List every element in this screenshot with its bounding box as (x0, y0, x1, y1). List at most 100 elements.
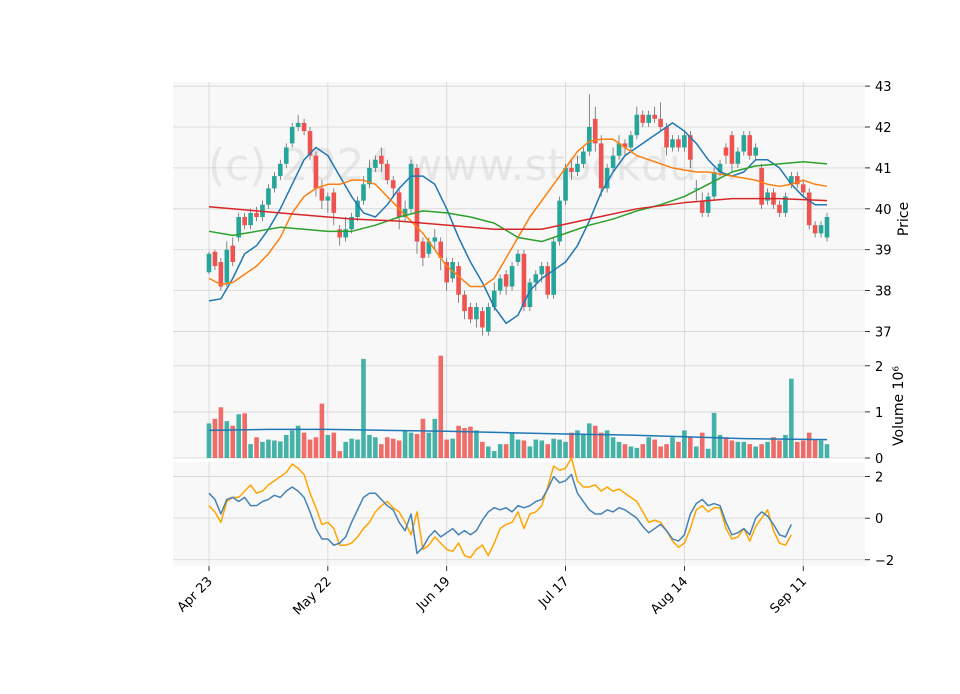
volume-bar (581, 434, 586, 458)
volume-bar (557, 439, 562, 458)
candle-up (741, 135, 747, 152)
volume-bar (794, 441, 800, 458)
candle-up (491, 290, 497, 307)
candle-up (497, 278, 503, 291)
candle-down (438, 241, 444, 258)
volume-bar (676, 441, 681, 458)
candle-up (587, 127, 592, 152)
candle-up (426, 241, 432, 254)
candle-up (432, 237, 438, 242)
volume-bar (402, 430, 408, 458)
candle-down (688, 135, 693, 160)
candle-up (539, 266, 545, 275)
volume-tick-label: 1 (875, 406, 883, 421)
candle-down (521, 253, 527, 307)
price-tick-label: 38 (875, 285, 892, 300)
volume-bar (527, 446, 533, 458)
volume-bar (777, 440, 782, 458)
candle-down (592, 118, 598, 144)
volume-bar (480, 441, 485, 458)
candle-up (705, 196, 711, 213)
candle-up (711, 172, 717, 197)
candle-down (652, 114, 657, 119)
candle-down (468, 307, 473, 320)
volume-bar (367, 434, 372, 458)
candle-up (485, 307, 491, 332)
candle-down (480, 311, 485, 328)
candle-up (361, 184, 366, 201)
candle-down (384, 163, 390, 181)
volume-ma-line (208, 428, 828, 441)
volume-bar (575, 430, 580, 458)
volume-bar (349, 438, 354, 458)
candle-down (337, 229, 343, 238)
volume-bar (248, 444, 253, 458)
candle-down (622, 143, 628, 148)
candle-up (402, 208, 408, 217)
volume-bar (693, 446, 699, 458)
volume-bar (313, 437, 319, 458)
candle-down (444, 262, 449, 283)
candle-down (462, 294, 467, 312)
volume-bar (622, 444, 628, 458)
volume-bar (426, 432, 432, 458)
oscillator-tick-label: −2 (875, 554, 894, 569)
candle-up (408, 163, 414, 209)
candle-up (248, 212, 253, 226)
candle-up (646, 114, 652, 123)
volume-bar (824, 444, 830, 458)
candle-down (230, 245, 236, 262)
candle-up (735, 151, 741, 164)
volume-bar (438, 355, 444, 458)
x-tick-label: Jul 17 (535, 574, 572, 611)
candle-up (533, 274, 539, 283)
candle-down (218, 262, 224, 287)
volume-bar (509, 432, 515, 458)
candle-up (604, 167, 610, 189)
volume-bar (497, 444, 503, 458)
volume-bar (628, 446, 634, 458)
volume-bar (432, 418, 438, 458)
candle-down (414, 167, 420, 242)
price-tick-label: 43 (875, 80, 892, 95)
x-tick-label: Apr 23 (175, 574, 216, 615)
candle-down (503, 274, 509, 287)
candle-up (581, 151, 586, 164)
volume-axis-label: Volume 10⁶ (891, 366, 907, 446)
x-tick-label: Sep 11 (768, 574, 811, 617)
candle-up (236, 217, 242, 238)
candle-down (319, 188, 325, 201)
candle-down (812, 225, 818, 234)
volume-bar (747, 444, 753, 458)
candle-down (747, 135, 753, 156)
candle-down (598, 143, 604, 189)
candle-up (610, 155, 616, 168)
candle-up (266, 188, 271, 205)
candle-up (670, 139, 675, 148)
volume-bar (723, 437, 729, 458)
candle-down (420, 241, 426, 258)
x-tick-label: Jun 19 (413, 574, 453, 614)
volume-bar (474, 430, 479, 458)
volume-bar (551, 438, 556, 458)
volume-bar (563, 441, 568, 458)
volume-bar (325, 434, 331, 458)
volume-bar (295, 425, 301, 458)
candle-up (628, 135, 634, 148)
volume-bar (699, 432, 705, 458)
x-tick-label: May 22 (290, 574, 334, 618)
volume-bar (414, 434, 420, 458)
candle-up (325, 196, 331, 201)
oscillator-line (208, 457, 792, 559)
volume-bar (759, 444, 764, 458)
volume-bar (260, 441, 265, 458)
candle-up (278, 163, 283, 177)
volume-bar (753, 446, 758, 458)
volume-bar (652, 439, 657, 458)
volume-bar (420, 418, 426, 458)
price-axis-label: Price (896, 202, 912, 236)
volume-bar (688, 437, 693, 458)
candle-up (551, 241, 556, 295)
volume-bar (503, 444, 509, 458)
